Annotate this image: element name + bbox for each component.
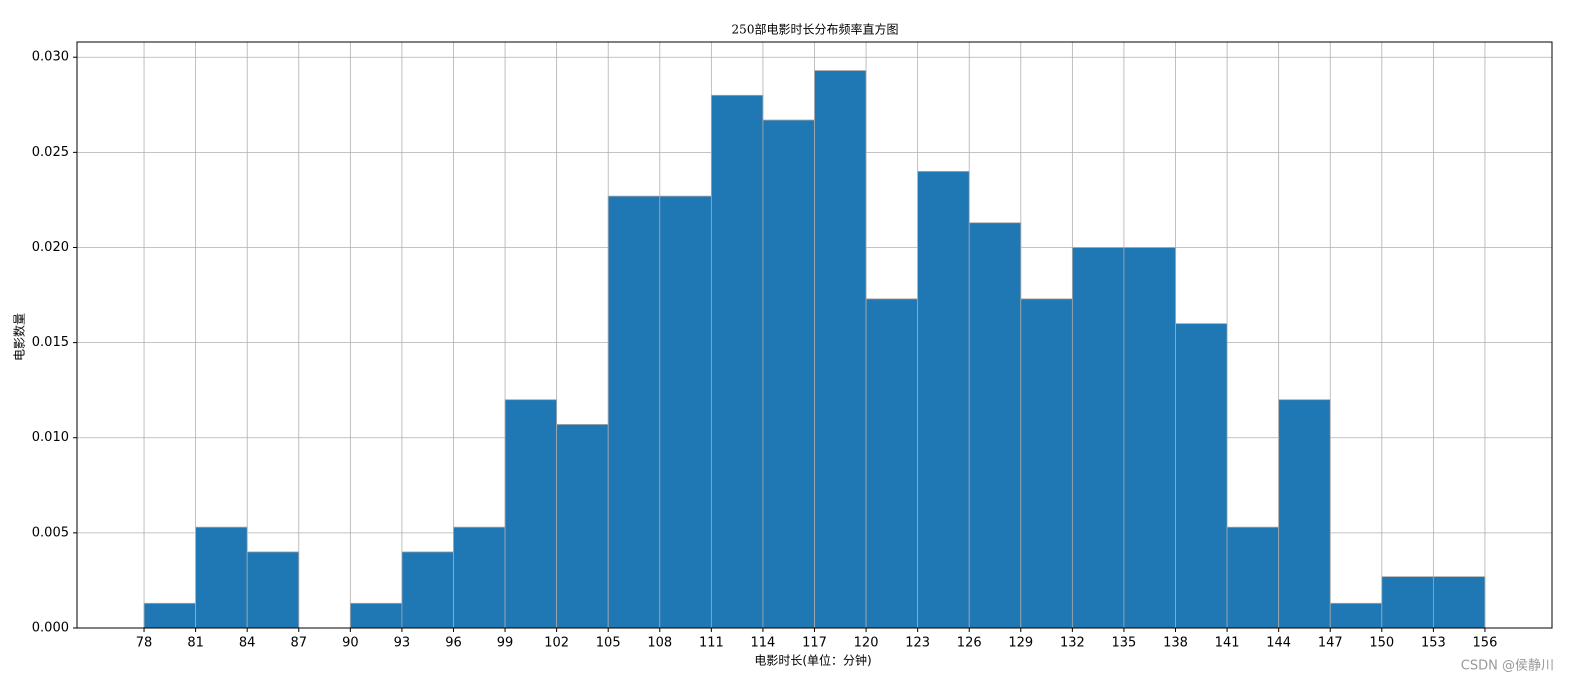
bar bbox=[710, 94, 764, 629]
x-tick-label: 117 bbox=[802, 636, 827, 651]
x-tick-label: 87 bbox=[290, 636, 307, 651]
y-tick-label: 0.030 bbox=[32, 50, 69, 65]
bar bbox=[1071, 247, 1125, 629]
x-tick-label: 90 bbox=[342, 636, 359, 651]
watermark: CSDN @侯静川 bbox=[1461, 659, 1554, 674]
bar bbox=[246, 551, 300, 629]
x-tick-label: 129 bbox=[1008, 636, 1033, 651]
x-tick-label: 102 bbox=[544, 636, 569, 651]
x-tick-label: 120 bbox=[854, 636, 879, 651]
bar-layer bbox=[143, 70, 1486, 629]
bar bbox=[814, 70, 867, 629]
x-tick-label: 156 bbox=[1473, 636, 1498, 651]
x-tick-label: 150 bbox=[1369, 636, 1394, 651]
x-tick-label: 147 bbox=[1318, 636, 1343, 651]
bar bbox=[1123, 247, 1176, 629]
bar bbox=[143, 602, 197, 629]
x-axis-label: 电影时长(单位：分钟) bbox=[754, 653, 871, 668]
bar bbox=[762, 119, 815, 629]
x-tick-label: 135 bbox=[1112, 636, 1137, 651]
x-tick-label: 105 bbox=[596, 636, 621, 651]
bar bbox=[1381, 576, 1434, 629]
x-tick-label: 81 bbox=[187, 636, 204, 651]
bar bbox=[968, 222, 1022, 629]
x-tick-label: 114 bbox=[751, 636, 776, 651]
frame-layer: 0.000 0.005 0.010 0.015 0.020 0.025 0.030 78 81 8… bbox=[32, 41, 1553, 651]
y-tick-label: 0.010 bbox=[32, 430, 69, 445]
x-tick-label: 111 bbox=[699, 636, 724, 651]
bar bbox=[1329, 602, 1383, 629]
bar bbox=[504, 399, 558, 629]
bar bbox=[1175, 323, 1228, 629]
y-tick-label: 0.000 bbox=[32, 621, 69, 636]
y-tick-label: 0.020 bbox=[32, 240, 69, 255]
bar bbox=[1020, 298, 1073, 629]
y-tick-label: 0.025 bbox=[32, 145, 69, 160]
bar bbox=[349, 602, 403, 629]
bar bbox=[659, 195, 712, 629]
bar bbox=[195, 526, 248, 629]
x-tick-label: 126 bbox=[957, 636, 982, 651]
bar bbox=[865, 298, 919, 629]
x-tick-label: 96 bbox=[445, 636, 462, 651]
x-tick-label: 93 bbox=[394, 636, 411, 651]
bar bbox=[556, 424, 609, 629]
plot-frame bbox=[76, 41, 1553, 629]
x-tick-label: 99 bbox=[497, 636, 514, 651]
x-tick-label: 141 bbox=[1215, 636, 1240, 651]
y-axis-label: 电影数量 bbox=[12, 313, 27, 361]
bar bbox=[1432, 576, 1486, 629]
y-tick-label: 0.015 bbox=[32, 335, 69, 350]
y-tick-label: 0.005 bbox=[32, 525, 69, 540]
x-tick-label: 153 bbox=[1421, 636, 1446, 651]
x-tick-label: 132 bbox=[1060, 636, 1085, 651]
x-tick-label: 144 bbox=[1266, 636, 1291, 651]
bar bbox=[607, 195, 661, 629]
x-tick-label: 108 bbox=[647, 636, 672, 651]
x-tick-label: 138 bbox=[1163, 636, 1188, 651]
bar bbox=[917, 170, 970, 629]
x-tick-label: 123 bbox=[905, 636, 930, 651]
bar bbox=[1278, 399, 1331, 629]
chart-title: 250部电影时长分布频率直方图 bbox=[732, 22, 899, 37]
bar bbox=[401, 551, 454, 629]
x-tick-label: 78 bbox=[136, 636, 153, 651]
x-tick-label: 84 bbox=[239, 636, 256, 651]
bar bbox=[1226, 526, 1280, 629]
bar bbox=[453, 526, 506, 629]
